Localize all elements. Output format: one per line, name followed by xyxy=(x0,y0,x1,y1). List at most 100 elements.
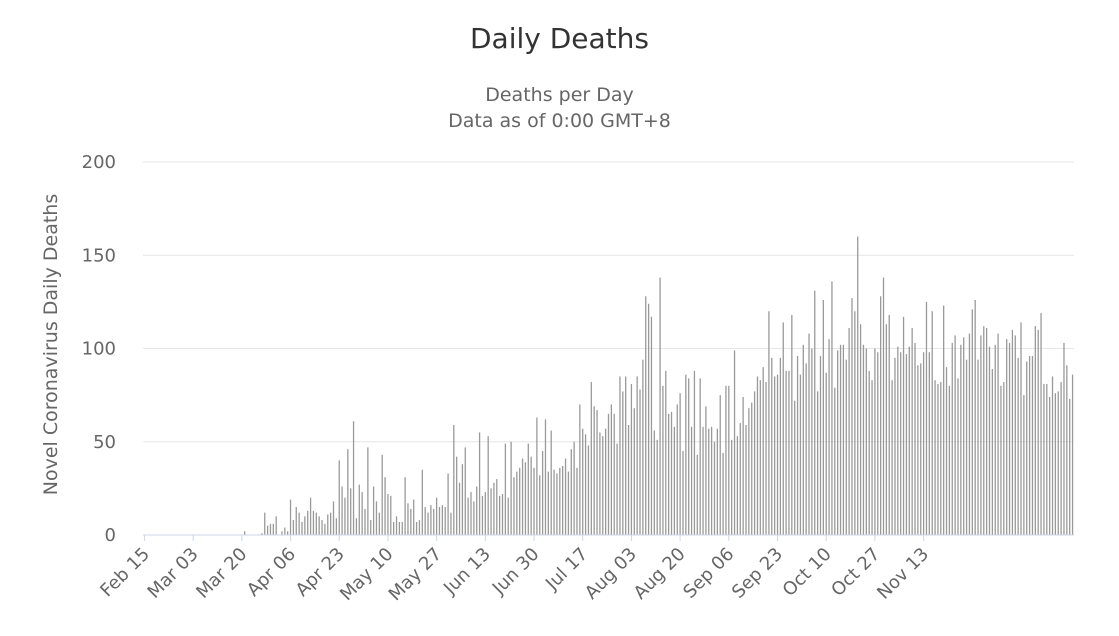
bar xyxy=(699,378,701,535)
bar xyxy=(751,402,753,535)
bar xyxy=(799,374,802,535)
bar xyxy=(1071,374,1074,535)
bar xyxy=(645,296,647,535)
bar xyxy=(484,492,486,535)
bar xyxy=(367,447,369,535)
bar xyxy=(988,346,991,535)
bar xyxy=(378,512,380,535)
x-tick-label: Aug 20 xyxy=(630,544,690,604)
bar xyxy=(650,316,653,535)
bar xyxy=(547,471,549,535)
bar xyxy=(604,428,607,535)
x-tick-label: Jun 30 xyxy=(488,544,544,600)
bar xyxy=(312,510,315,535)
x-tick-label: Jun 13 xyxy=(439,544,495,600)
bar xyxy=(822,300,824,535)
bar xyxy=(739,423,741,535)
bar xyxy=(902,316,905,535)
bar xyxy=(719,395,721,536)
bar xyxy=(398,521,401,535)
bar xyxy=(456,456,458,535)
bar xyxy=(533,467,535,535)
bar xyxy=(668,413,670,535)
bar xyxy=(476,486,478,535)
bar xyxy=(857,236,859,535)
bar xyxy=(665,370,667,535)
bar xyxy=(582,428,584,535)
bar xyxy=(905,354,908,535)
bar xyxy=(307,510,309,535)
bar xyxy=(487,436,489,535)
bar xyxy=(390,495,392,535)
bar xyxy=(613,413,615,535)
bar xyxy=(1006,339,1008,535)
bar xyxy=(272,523,274,535)
bar xyxy=(315,512,317,535)
x-tick-label: May 27 xyxy=(385,544,446,605)
bar xyxy=(1063,342,1065,535)
bar xyxy=(702,426,704,535)
bar xyxy=(1011,329,1014,535)
bar xyxy=(524,462,527,535)
bar xyxy=(756,376,759,535)
bar xyxy=(774,376,776,535)
bar xyxy=(925,301,928,536)
y-tick-label: 150 xyxy=(82,245,116,266)
bar xyxy=(1069,398,1071,535)
bar xyxy=(541,451,544,535)
bar xyxy=(673,426,676,535)
bar xyxy=(493,482,495,535)
bar xyxy=(980,335,982,535)
bar xyxy=(630,383,633,535)
bar xyxy=(393,521,395,535)
bar xyxy=(725,385,727,535)
bar xyxy=(519,467,521,535)
bar xyxy=(447,473,449,535)
bar xyxy=(682,451,684,535)
bar xyxy=(553,469,555,535)
bar xyxy=(375,501,378,535)
bar xyxy=(759,380,761,535)
bar xyxy=(1060,382,1062,535)
bar xyxy=(742,396,744,535)
bar xyxy=(350,488,352,536)
bar xyxy=(960,344,962,535)
bar xyxy=(1014,335,1016,535)
bar xyxy=(874,348,876,535)
bar xyxy=(1040,313,1042,535)
bars xyxy=(244,236,1074,536)
x-tick-label: Mar 20 xyxy=(192,544,251,603)
bar xyxy=(327,514,329,535)
bar xyxy=(848,327,850,535)
x-tick-label: Sep 23 xyxy=(728,544,787,603)
bar xyxy=(653,430,655,535)
bar xyxy=(301,521,303,535)
bar xyxy=(1000,385,1002,535)
bar xyxy=(945,367,948,535)
bar xyxy=(576,467,578,535)
bar xyxy=(284,527,286,535)
bar xyxy=(421,469,423,535)
bar xyxy=(564,458,567,535)
bar xyxy=(593,406,595,535)
bar xyxy=(943,305,945,535)
bar xyxy=(891,380,893,535)
bar xyxy=(347,449,349,535)
bar xyxy=(510,441,512,535)
bar xyxy=(364,508,366,535)
bar xyxy=(1046,383,1048,535)
bar xyxy=(639,389,641,535)
bar xyxy=(888,314,890,535)
bar xyxy=(1066,365,1068,535)
bar xyxy=(865,348,867,535)
bar xyxy=(570,449,572,535)
bar xyxy=(410,508,412,535)
bar xyxy=(430,505,432,535)
bar xyxy=(341,486,343,535)
bar xyxy=(802,344,804,535)
bar xyxy=(837,350,839,535)
bar xyxy=(269,523,272,535)
bar xyxy=(647,303,650,535)
bar xyxy=(782,322,784,535)
bar xyxy=(244,531,246,535)
